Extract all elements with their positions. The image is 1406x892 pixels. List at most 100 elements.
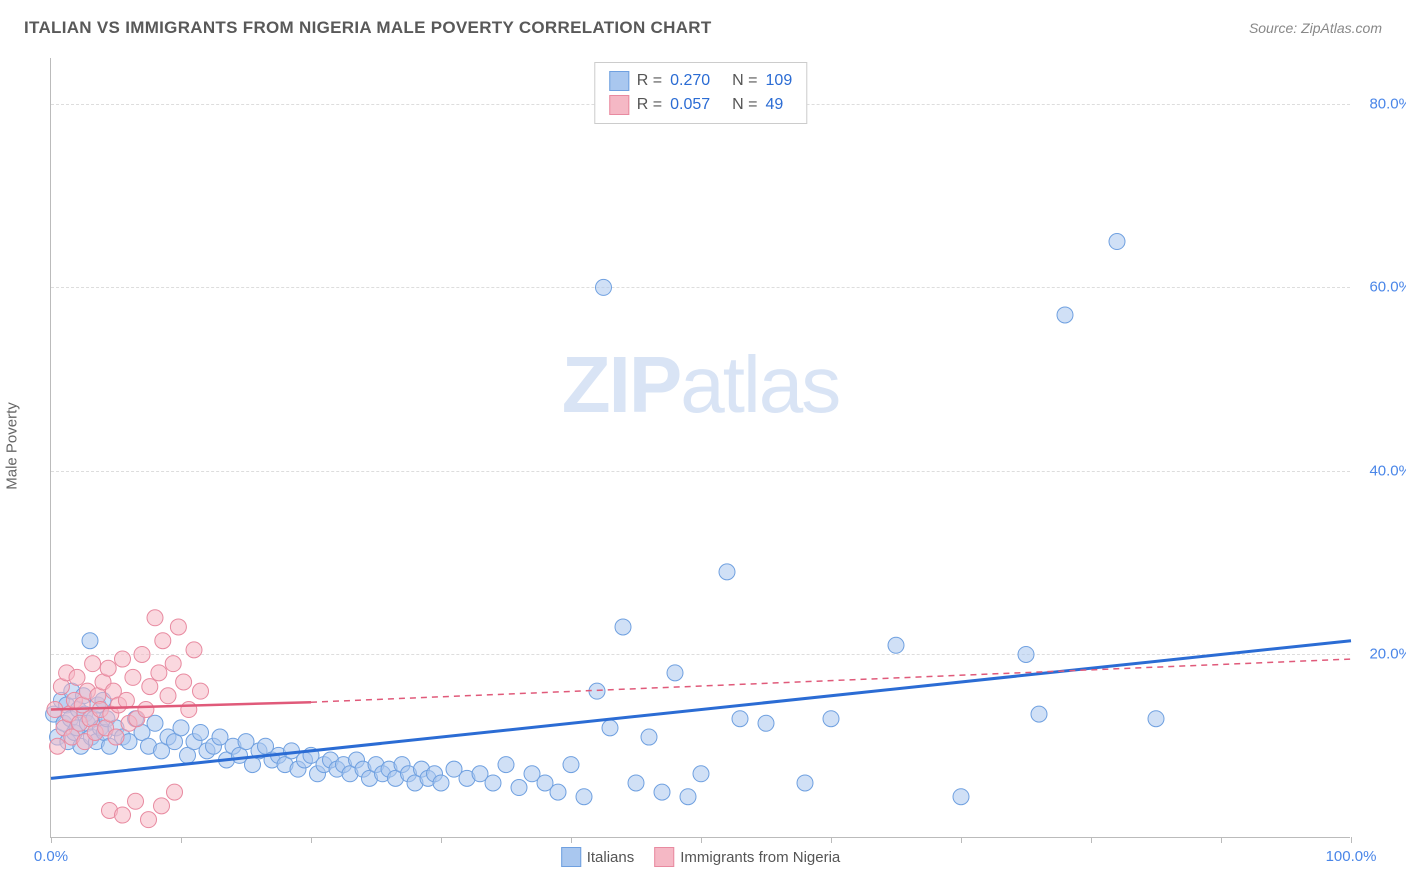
scatter-point-italians (953, 789, 969, 805)
legend-row: R = 0.057 N = 49 (609, 93, 792, 117)
x-tick-label: 0.0% (34, 848, 68, 865)
scatter-point-nigeria (138, 702, 154, 718)
chart-header: ITALIAN VS IMMIGRANTS FROM NIGERIA MALE … (24, 18, 1382, 38)
y-tick-label: 40.0% (1369, 462, 1406, 479)
scatter-point-nigeria (160, 688, 176, 704)
trend-line-italians (51, 641, 1351, 779)
scatter-point-italians (498, 757, 514, 773)
x-tick (441, 837, 442, 843)
chart-svg (51, 58, 1350, 837)
scatter-point-nigeria (147, 610, 163, 626)
x-tick (1351, 837, 1352, 843)
x-tick (701, 837, 702, 843)
legend-n-label: N = (732, 96, 757, 114)
y-axis-label: Male Poverty (4, 402, 21, 490)
legend-correlation: R = 0.270 N = 109 R = 0.057 N = 49 (594, 62, 807, 124)
legend-r-label: R = (637, 72, 662, 90)
x-tick (181, 837, 182, 843)
scatter-point-italians (511, 780, 527, 796)
scatter-point-italians (576, 789, 592, 805)
scatter-point-italians (641, 729, 657, 745)
scatter-point-italians (147, 715, 163, 731)
legend-row: R = 0.270 N = 109 (609, 69, 792, 93)
chart-source: Source: ZipAtlas.com (1249, 20, 1382, 36)
scatter-point-italians (797, 775, 813, 791)
scatter-point-italians (654, 784, 670, 800)
scatter-point-italians (596, 279, 612, 295)
scatter-point-nigeria (186, 642, 202, 658)
scatter-point-nigeria (69, 669, 85, 685)
x-tick-label: 100.0% (1326, 848, 1377, 865)
scatter-point-nigeria (176, 674, 192, 690)
y-tick-label: 60.0% (1369, 279, 1406, 296)
chart-title: ITALIAN VS IMMIGRANTS FROM NIGERIA MALE … (24, 18, 712, 38)
scatter-point-nigeria (125, 669, 141, 685)
scatter-point-italians (485, 775, 501, 791)
scatter-point-nigeria (193, 683, 209, 699)
scatter-point-italians (193, 724, 209, 740)
scatter-point-italians (433, 775, 449, 791)
legend-item: Italians (561, 847, 635, 867)
scatter-point-nigeria (167, 784, 183, 800)
x-tick (1221, 837, 1222, 843)
scatter-point-italians (1109, 234, 1125, 250)
scatter-point-nigeria (128, 793, 144, 809)
scatter-point-nigeria (108, 729, 124, 745)
scatter-point-italians (1148, 711, 1164, 727)
legend-swatch (561, 847, 581, 867)
scatter-point-nigeria (85, 656, 101, 672)
legend-n-value: 109 (766, 72, 793, 90)
legend-swatch (609, 71, 629, 91)
scatter-point-nigeria (141, 812, 157, 828)
legend-r-value: 0.057 (670, 96, 710, 114)
legend-swatch (609, 95, 629, 115)
scatter-point-nigeria (170, 619, 186, 635)
scatter-point-italians (628, 775, 644, 791)
scatter-point-nigeria (118, 692, 134, 708)
legend-n-value: 49 (766, 96, 784, 114)
scatter-point-italians (1018, 646, 1034, 662)
scatter-point-italians (719, 564, 735, 580)
x-tick (571, 837, 572, 843)
legend-swatch (654, 847, 674, 867)
scatter-point-nigeria (50, 738, 66, 754)
scatter-point-italians (615, 619, 631, 635)
scatter-point-italians (758, 715, 774, 731)
scatter-point-italians (693, 766, 709, 782)
plot-area: ZIPatlas 20.0%40.0%60.0%80.0%0.0%100.0%R… (50, 58, 1350, 838)
scatter-point-italians (563, 757, 579, 773)
x-tick (51, 837, 52, 843)
scatter-point-italians (667, 665, 683, 681)
legend-label: Italians (587, 849, 635, 866)
scatter-point-nigeria (154, 798, 170, 814)
scatter-point-italians (602, 720, 618, 736)
x-tick (961, 837, 962, 843)
x-tick (831, 837, 832, 843)
scatter-point-nigeria (142, 679, 158, 695)
x-tick (1091, 837, 1092, 843)
legend-r-value: 0.270 (670, 72, 710, 90)
scatter-point-italians (1057, 307, 1073, 323)
scatter-point-nigeria (155, 633, 171, 649)
y-tick-label: 80.0% (1369, 95, 1406, 112)
scatter-point-nigeria (134, 646, 150, 662)
scatter-point-nigeria (165, 656, 181, 672)
scatter-point-nigeria (115, 651, 131, 667)
scatter-point-nigeria (100, 660, 116, 676)
y-tick-label: 20.0% (1369, 646, 1406, 663)
legend-r-label: R = (637, 96, 662, 114)
scatter-point-nigeria (181, 702, 197, 718)
scatter-point-italians (888, 637, 904, 653)
scatter-point-italians (823, 711, 839, 727)
scatter-point-italians (680, 789, 696, 805)
legend-series: Italians Immigrants from Nigeria (561, 847, 841, 867)
scatter-point-nigeria (115, 807, 131, 823)
scatter-point-italians (173, 720, 189, 736)
legend-label: Immigrants from Nigeria (680, 849, 840, 866)
legend-n-label: N = (732, 72, 757, 90)
scatter-point-italians (1031, 706, 1047, 722)
legend-item: Immigrants from Nigeria (654, 847, 840, 867)
x-tick (311, 837, 312, 843)
scatter-point-italians (82, 633, 98, 649)
scatter-point-italians (732, 711, 748, 727)
